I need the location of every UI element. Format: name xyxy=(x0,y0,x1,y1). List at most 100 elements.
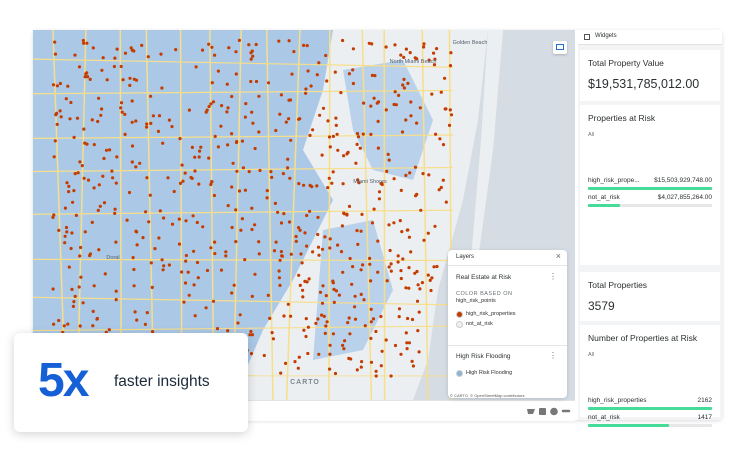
property-point xyxy=(88,77,92,81)
widget-title: Number of Properties at Risk xyxy=(588,333,698,343)
property-point xyxy=(157,114,162,118)
property-point xyxy=(91,324,95,328)
property-point xyxy=(439,185,443,190)
property-point xyxy=(396,260,400,264)
property-point xyxy=(320,301,325,305)
road xyxy=(33,325,454,332)
property-point xyxy=(399,269,403,273)
property-point xyxy=(404,118,408,122)
property-point xyxy=(420,281,424,285)
property-point xyxy=(226,329,230,333)
layer-menu[interactable]: ⋮ xyxy=(549,272,557,281)
property-point xyxy=(270,331,274,335)
map-toggle[interactable] xyxy=(553,41,567,54)
property-point xyxy=(199,145,203,149)
property-point xyxy=(334,123,338,127)
property-point xyxy=(369,104,373,108)
property-point xyxy=(63,206,67,210)
property-point xyxy=(430,92,434,96)
property-point xyxy=(243,188,247,192)
property-point xyxy=(286,157,290,161)
layer-name: High Risk Flooding xyxy=(456,353,511,360)
property-point xyxy=(413,271,417,275)
flood-zone xyxy=(313,220,393,360)
property-point xyxy=(162,216,166,220)
road xyxy=(33,258,454,262)
property-point xyxy=(69,100,73,105)
property-point xyxy=(207,104,211,109)
property-point xyxy=(392,102,396,107)
close-button[interactable]: × xyxy=(555,251,561,261)
property-point xyxy=(166,176,170,180)
property-point xyxy=(398,219,402,223)
facebook-icon[interactable] xyxy=(550,407,558,416)
property-point xyxy=(305,213,309,218)
property-point xyxy=(279,371,283,375)
property-point xyxy=(348,256,352,261)
twitter-icon[interactable] xyxy=(527,409,535,414)
property-point xyxy=(215,327,220,331)
property-point xyxy=(112,64,116,69)
property-point xyxy=(294,239,298,243)
property-point xyxy=(428,278,432,282)
property-point xyxy=(318,113,322,117)
property-point xyxy=(150,285,154,289)
property-point xyxy=(341,182,345,186)
property-point xyxy=(192,249,196,253)
property-point xyxy=(119,106,123,110)
property-point xyxy=(320,153,324,157)
layer-menu[interactable]: ⋮ xyxy=(549,351,557,360)
property-point xyxy=(81,38,85,43)
property-point xyxy=(432,265,436,269)
property-point xyxy=(99,113,103,117)
property-point xyxy=(213,240,217,244)
category-row: not_at_risk $4,027,855,264.00 xyxy=(588,194,712,208)
property-point xyxy=(409,114,413,118)
property-point xyxy=(266,293,270,297)
property-point xyxy=(408,51,412,55)
promo-card: 5x faster insights xyxy=(14,333,248,432)
property-point xyxy=(144,210,148,214)
property-point xyxy=(336,148,340,152)
property-point xyxy=(230,132,234,136)
property-point xyxy=(177,217,181,221)
property-point xyxy=(237,38,241,42)
property-point xyxy=(399,276,403,281)
property-point xyxy=(238,313,242,317)
property-point xyxy=(200,48,205,52)
points xyxy=(51,38,454,378)
property-point xyxy=(327,135,332,139)
property-point xyxy=(435,264,439,269)
property-point xyxy=(370,221,375,225)
property-point xyxy=(376,239,380,243)
property-point xyxy=(96,208,100,212)
property-point xyxy=(53,40,57,44)
property-point xyxy=(311,250,315,254)
property-point xyxy=(407,266,411,270)
property-point xyxy=(405,341,409,345)
property-point xyxy=(230,225,234,230)
property-point xyxy=(195,260,200,265)
property-point xyxy=(130,160,134,164)
property-point xyxy=(204,306,208,310)
property-point xyxy=(262,353,266,358)
map[interactable]: Golden Beach North Miami Beach Miami Shore… xyxy=(33,30,575,400)
linkedin-icon[interactable] xyxy=(539,408,546,415)
property-point xyxy=(97,183,101,187)
property-point xyxy=(62,324,66,328)
property-point xyxy=(243,258,247,262)
property-point xyxy=(376,119,380,123)
property-point xyxy=(389,262,393,266)
property-point xyxy=(193,169,197,173)
property-point xyxy=(114,181,118,185)
property-point xyxy=(284,361,288,365)
road xyxy=(33,209,454,215)
property-point xyxy=(301,295,305,299)
property-point xyxy=(51,215,55,219)
property-point xyxy=(287,39,291,43)
property-point xyxy=(82,127,86,131)
property-point xyxy=(315,184,319,188)
property-point xyxy=(281,172,285,176)
property-point xyxy=(226,204,230,208)
property-point xyxy=(306,69,310,73)
